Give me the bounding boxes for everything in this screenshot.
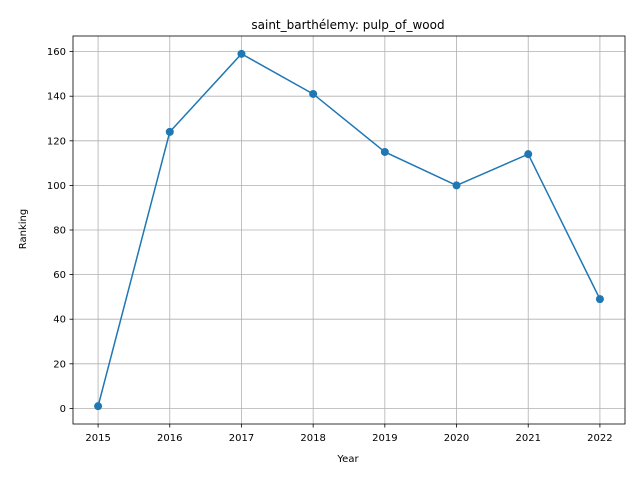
x-tick-label: 2016 bbox=[157, 433, 182, 444]
x-tick-label: 2021 bbox=[515, 433, 540, 444]
data-point bbox=[94, 402, 103, 411]
series bbox=[94, 49, 604, 411]
x-tick-label: 2019 bbox=[372, 433, 397, 444]
x-tick-label: 2018 bbox=[300, 433, 325, 444]
data-point bbox=[165, 127, 174, 136]
y-tick-label: 80 bbox=[53, 226, 66, 237]
x-tick-label: 2022 bbox=[587, 433, 612, 444]
data-point bbox=[595, 295, 604, 304]
y-tick-label: 0 bbox=[60, 404, 66, 415]
y-tick-label: 120 bbox=[47, 136, 66, 147]
x-tick-label: 2017 bbox=[229, 433, 254, 444]
data-point bbox=[309, 89, 318, 98]
data-point bbox=[380, 147, 389, 156]
x-tick-label: 2020 bbox=[444, 433, 469, 444]
data-point bbox=[237, 49, 246, 58]
chart-title: saint_barthélemy: pulp_of_wood bbox=[251, 18, 444, 32]
y-axis-label: Ranking bbox=[18, 209, 29, 249]
y-tick-label: 60 bbox=[53, 270, 66, 281]
y-tick-label: 140 bbox=[47, 92, 66, 103]
data-point bbox=[452, 181, 461, 190]
y-tick-label: 100 bbox=[47, 181, 66, 192]
x-axis-label: Year bbox=[336, 454, 359, 465]
series-line bbox=[97, 52, 601, 407]
data-point bbox=[524, 150, 533, 159]
y-tick-label: 20 bbox=[53, 359, 66, 370]
x-tick-label: 2015 bbox=[85, 433, 110, 444]
grid bbox=[73, 36, 625, 424]
axis-ticks: 2015 2016 2017 2018 2019 2020 2021 2022 0 20 40 60 8… bbox=[47, 47, 613, 444]
y-tick-label: 40 bbox=[53, 315, 66, 326]
y-tick-label: 160 bbox=[47, 47, 66, 58]
